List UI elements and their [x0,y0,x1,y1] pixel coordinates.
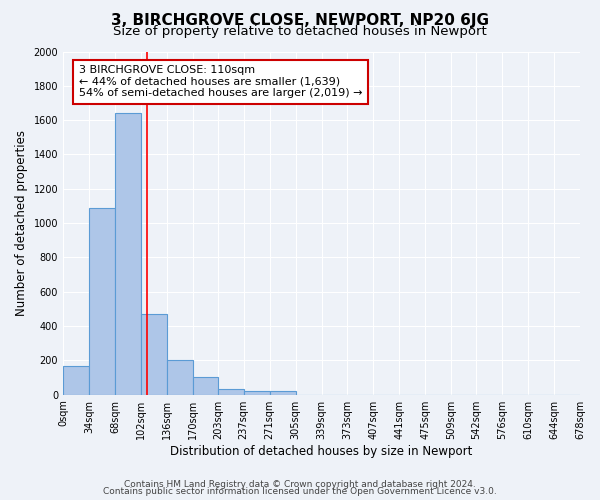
Y-axis label: Number of detached properties: Number of detached properties [15,130,28,316]
Bar [167,360,193,394]
Bar [63,366,89,394]
Bar [269,392,296,394]
Bar [193,376,218,394]
X-axis label: Distribution of detached houses by size in Newport: Distribution of detached houses by size … [170,444,473,458]
Text: 3 BIRCHGROVE CLOSE: 110sqm
← 44% of detached houses are smaller (1,639)
54% of s: 3 BIRCHGROVE CLOSE: 110sqm ← 44% of deta… [79,65,362,98]
Bar [89,208,115,394]
Text: Contains HM Land Registry data © Crown copyright and database right 2024.: Contains HM Land Registry data © Crown c… [124,480,476,489]
Bar [244,392,269,394]
Text: 3, BIRCHGROVE CLOSE, NEWPORT, NP20 6JG: 3, BIRCHGROVE CLOSE, NEWPORT, NP20 6JG [111,12,489,28]
Bar [141,314,167,394]
Bar [115,114,141,394]
Text: Contains public sector information licensed under the Open Government Licence v3: Contains public sector information licen… [103,487,497,496]
Text: Size of property relative to detached houses in Newport: Size of property relative to detached ho… [113,25,487,38]
Bar [218,388,244,394]
